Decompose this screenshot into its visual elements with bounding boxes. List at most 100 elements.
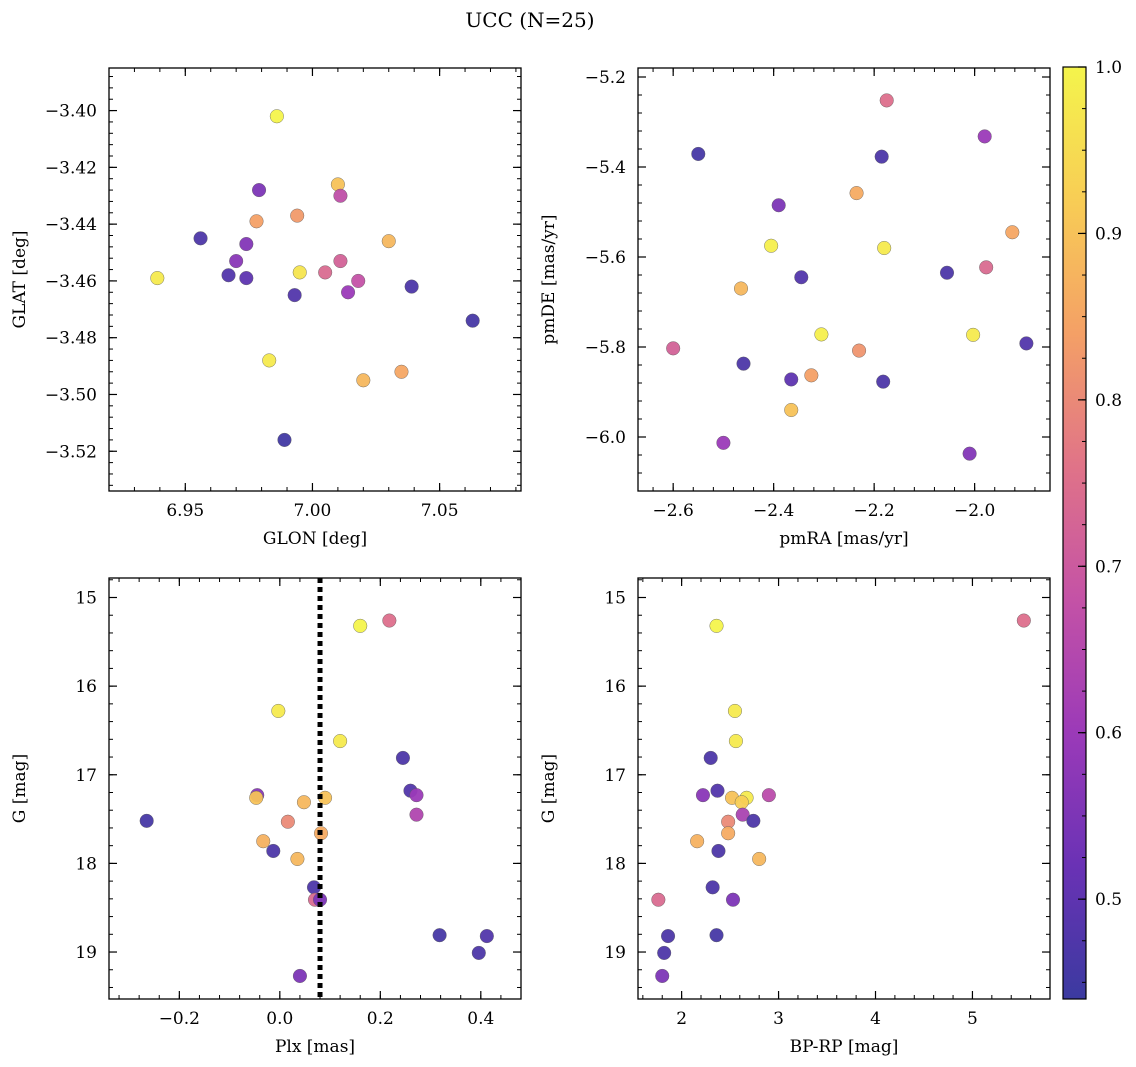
x-axis-label: Plx [mas] — [275, 1037, 355, 1057]
data-point — [333, 734, 348, 749]
data-point — [771, 198, 786, 213]
scatter-panel: −2.6 −2.4 −2.2 −2.0 −5.2 −5.4 −5.6 −5.8 −6.0 pmRA… — [539, 67, 1051, 549]
data-point — [794, 270, 809, 285]
data-point — [728, 734, 743, 749]
y-tick-label: 18 — [75, 854, 97, 874]
axes-frame — [108, 577, 522, 1000]
data-point — [752, 851, 767, 866]
data-point — [296, 795, 311, 810]
data-point — [695, 788, 710, 803]
y-tick-label: −5.4 — [585, 158, 626, 178]
data-point — [655, 968, 670, 983]
y-tick-label: −3.48 — [45, 329, 97, 349]
y-tick-label: 16 — [604, 677, 626, 697]
scatter-panel: 2 3 4 5 15 16 17 18 19 BP-RP [mag] G [mag] — [539, 577, 1051, 1057]
x-tick-label: 0.4 — [467, 1009, 494, 1029]
y-tick-label: −3.44 — [45, 215, 97, 235]
data-point — [784, 403, 799, 418]
scatter-panel: 6.95 7.00 7.05 −3.40 −3.42 −3.44 −3.46 −3.48 −3.… — [10, 67, 522, 549]
data-point — [709, 618, 724, 633]
data-point — [1016, 613, 1031, 628]
colorbar: 0.5 0.6 0.7 0.8 0.9 1.0 — [1062, 58, 1122, 1000]
y-tick-label: 16 — [75, 677, 97, 697]
x-tick-label: 7.00 — [294, 501, 332, 521]
data-point — [252, 183, 267, 198]
axes-frame — [637, 577, 1051, 1000]
data-point — [394, 364, 409, 379]
data-point — [735, 807, 750, 822]
y-tick-label: −5.8 — [585, 338, 626, 358]
data-point — [691, 146, 706, 161]
data-point — [710, 783, 725, 798]
data-point — [940, 265, 955, 280]
x-tick-label: 5 — [967, 1009, 978, 1029]
data-point — [877, 240, 892, 255]
data-point — [726, 892, 741, 907]
y-tick-label: −3.46 — [45, 272, 97, 292]
colorbar-tick-label: 0.6 — [1095, 724, 1122, 744]
data-point — [341, 285, 356, 300]
x-tick-label: −2.6 — [653, 501, 694, 521]
data-point — [262, 353, 277, 368]
y-tick-label: 19 — [604, 943, 626, 963]
data-point — [761, 788, 776, 803]
data-point — [784, 372, 799, 387]
y-tick-label: 17 — [75, 766, 97, 786]
data-point — [292, 265, 307, 280]
data-point — [249, 790, 264, 805]
x-tick-label: 2 — [676, 1009, 687, 1029]
data-point — [277, 432, 292, 447]
colorbar-tick-label: 0.5 — [1095, 890, 1122, 910]
data-point — [266, 843, 281, 858]
y-axis-label: G [mag] — [539, 754, 559, 823]
data-point — [249, 214, 264, 229]
data-point — [239, 237, 254, 252]
colorbar-tick-label: 0.9 — [1095, 224, 1122, 244]
x-tick-label: −2.2 — [854, 501, 895, 521]
y-tick-label: −3.40 — [45, 102, 97, 122]
data-point — [716, 435, 731, 450]
data-point — [287, 288, 302, 303]
data-point — [432, 928, 447, 943]
colorbar-tick-label: 0.8 — [1095, 391, 1122, 411]
data-point — [721, 826, 736, 841]
x-axis-label: BP-RP [mag] — [790, 1037, 899, 1057]
data-point — [814, 327, 829, 342]
data-point — [150, 271, 165, 286]
scatter-panel: −0.2 0.0 0.2 0.4 15 16 17 18 19 Plx [mas] G [mag] — [10, 577, 522, 1057]
data-point — [381, 234, 396, 249]
data-point — [333, 254, 348, 269]
data-point — [351, 273, 366, 288]
y-tick-label: −6.0 — [585, 428, 626, 448]
data-point — [479, 929, 494, 944]
data-point — [465, 313, 480, 328]
x-tick-label: 0.0 — [266, 1009, 293, 1029]
data-point — [705, 880, 720, 895]
colorbar-tick-label: 0.7 — [1095, 557, 1122, 577]
y-tick-label: 18 — [604, 854, 626, 874]
data-point — [977, 129, 992, 144]
axes-frame — [637, 67, 1051, 492]
data-point — [804, 368, 819, 383]
data-point — [962, 446, 977, 461]
data-point — [353, 618, 368, 633]
data-point — [269, 109, 284, 124]
data-point — [690, 834, 705, 849]
axes-frame — [108, 67, 522, 492]
x-tick-label: 7.05 — [421, 501, 459, 521]
x-axis-label: GLON [deg] — [263, 529, 367, 549]
data-point — [657, 945, 672, 960]
data-point — [966, 327, 981, 342]
data-point — [852, 343, 867, 358]
x-tick-label: 6.95 — [166, 501, 204, 521]
data-point — [239, 271, 254, 286]
colorbar-tick-label: 1.0 — [1095, 58, 1122, 78]
colorbar-gradient — [1062, 66, 1087, 1000]
data-point — [764, 238, 779, 253]
x-tick-label: 3 — [773, 1009, 784, 1029]
data-point — [139, 813, 154, 828]
data-point — [395, 750, 410, 765]
x-axis-label: pmRA [mas/yr] — [779, 529, 908, 549]
x-tick-label: −0.2 — [159, 1009, 200, 1029]
